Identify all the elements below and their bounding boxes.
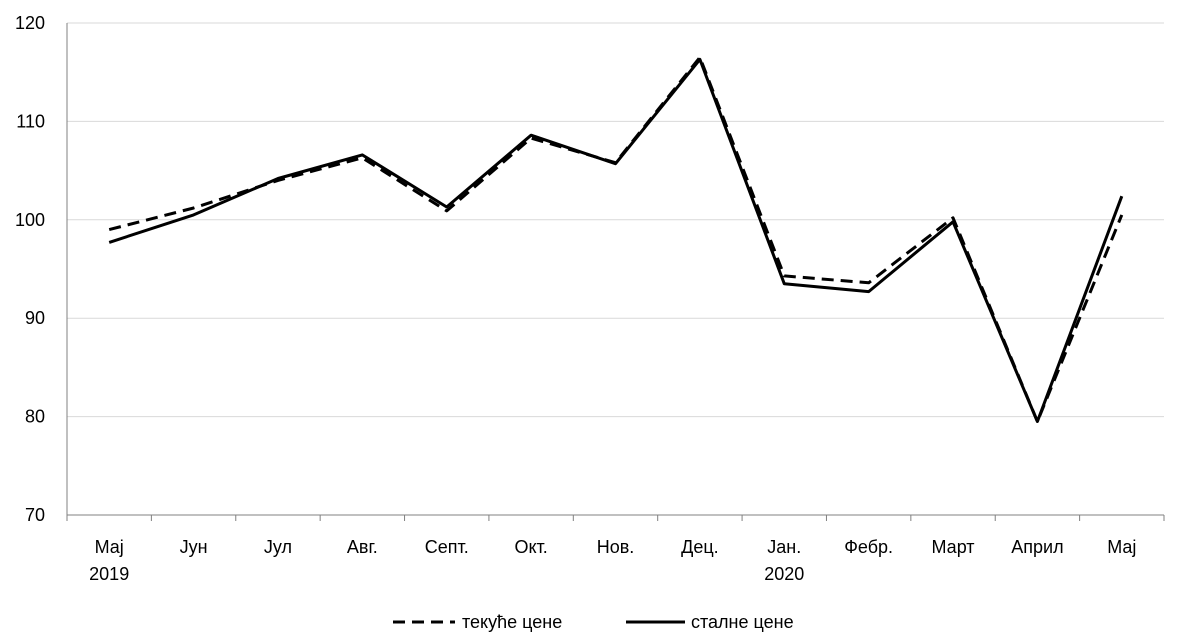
data-point	[446, 207, 447, 208]
x-tick-label: Јул	[264, 537, 292, 557]
data-point	[193, 207, 194, 208]
x-tick-label: Март	[931, 537, 974, 557]
data-point	[446, 210, 447, 211]
y-tick-label: 110	[16, 111, 45, 131]
data-point	[953, 217, 954, 218]
x-tick-label: Април	[1011, 537, 1063, 557]
x-tick-year-label: 2019	[89, 564, 129, 584]
series-line-current-prices	[108, 55, 1124, 423]
y-tick-label: 70	[25, 505, 45, 525]
data-point	[531, 138, 532, 139]
data-point	[1037, 421, 1038, 422]
x-tick-label: Септ.	[425, 537, 469, 557]
data-point	[784, 283, 785, 284]
data-point	[193, 214, 194, 215]
y-tick-label: 90	[25, 308, 45, 328]
series-lines	[108, 55, 1124, 423]
legend-label: сталне цене	[691, 612, 794, 632]
data-point	[868, 291, 869, 292]
x-tick-label: Нов.	[597, 537, 635, 557]
data-point	[699, 59, 700, 60]
data-point	[362, 154, 363, 155]
x-tick-label: Јун	[180, 537, 208, 557]
axes	[66, 23, 1165, 521]
data-point	[1121, 214, 1122, 215]
tick-labels: 70 80 90 100 110 120 Мај 2019 Јун Јул Авг. Септ. Окт…	[15, 13, 1136, 584]
gridlines	[67, 22, 1164, 418]
x-tick-label: Мај	[95, 537, 124, 557]
series-line-constant-prices	[108, 57, 1124, 423]
y-tick-label: 120	[15, 13, 45, 33]
data-point	[615, 163, 616, 164]
legend-label: текуће цене	[462, 612, 562, 632]
x-tick-label: Фебр.	[844, 537, 893, 557]
x-tick-label: Мај	[1107, 537, 1136, 557]
data-point	[784, 275, 785, 276]
data-point	[1121, 196, 1122, 197]
data-point	[699, 57, 700, 58]
x-tick-year-label: 2020	[764, 564, 804, 584]
data-point	[868, 282, 869, 283]
data-point	[953, 221, 954, 222]
y-tick-label: 100	[15, 210, 45, 230]
data-point	[531, 135, 532, 136]
x-tick-label: Дец.	[681, 537, 719, 557]
data-point	[109, 229, 110, 230]
data-point	[277, 178, 278, 179]
data-point	[362, 157, 363, 158]
x-tick-label: Авг.	[347, 537, 378, 557]
legend: текуће цене сталне цене	[393, 612, 794, 632]
y-tick-label: 80	[25, 407, 45, 427]
x-tick-label: Јан.	[767, 537, 801, 557]
x-tick-label: Окт.	[514, 537, 547, 557]
data-point	[109, 242, 110, 243]
